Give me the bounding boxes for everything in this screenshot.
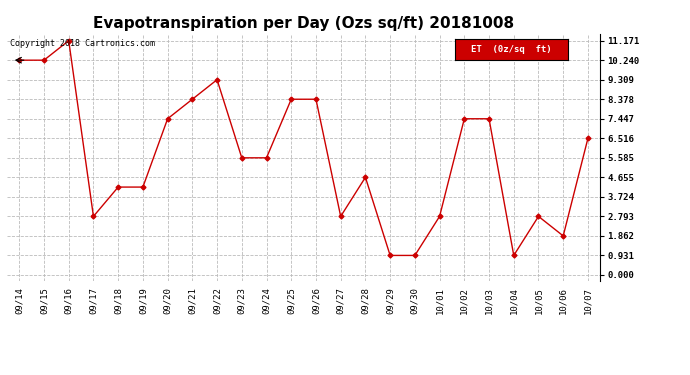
Title: Evapotranspiration per Day (Ozs sq/ft) 20181008: Evapotranspiration per Day (Ozs sq/ft) 2… — [93, 16, 514, 31]
Text: Copyright 2018 Cartronics.com: Copyright 2018 Cartronics.com — [10, 39, 155, 48]
